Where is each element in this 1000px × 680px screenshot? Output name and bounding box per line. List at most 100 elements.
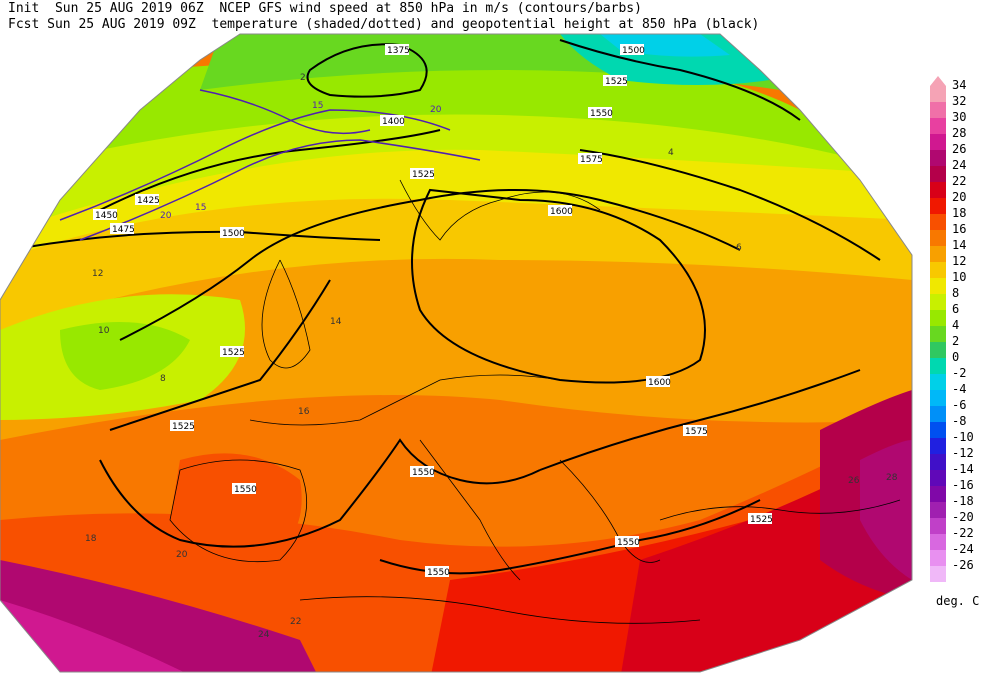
temp-label-12: 12: [92, 269, 103, 279]
temp-label-4: 4: [668, 148, 674, 158]
temp-label-16: 16: [298, 407, 310, 417]
geo-label-1525-sw: 1525: [172, 422, 195, 432]
legend-label: 2: [952, 334, 960, 348]
temp-label-10: 10: [98, 326, 110, 336]
legend-label: 20: [952, 190, 967, 204]
legend-label: 6: [952, 302, 960, 316]
legend-label: -12: [952, 446, 974, 460]
temp-label-24: 24: [258, 630, 270, 640]
legend-swatch: [930, 246, 946, 262]
geo-label-1475: 1475: [112, 225, 135, 235]
legend-units: deg. C: [936, 594, 980, 608]
legend-label: -16: [952, 478, 974, 492]
legend-label: 10: [952, 270, 967, 284]
legend-label: -24: [952, 542, 974, 556]
legend-swatch: [930, 518, 946, 534]
temp-label-26: 26: [848, 476, 860, 486]
legend-label: -2: [952, 366, 967, 380]
geo-label-1525-n: 1525: [412, 170, 435, 180]
legend-swatch: [930, 406, 946, 422]
legend-label: 8: [952, 286, 960, 300]
legend-label: 26: [952, 142, 967, 156]
legend-swatch: [930, 118, 946, 134]
wind-label-20-w: 20: [160, 211, 172, 221]
legend-swatch: [930, 486, 946, 502]
legend-swatch: [930, 86, 946, 102]
legend-label: -14: [952, 462, 974, 476]
wind-label-15: 15: [312, 101, 323, 111]
wind-label-20: 20: [430, 105, 442, 115]
legend-label: 0: [952, 350, 960, 364]
geo-label-1550-se: 1550: [617, 538, 640, 548]
legend-swatch: [930, 358, 946, 374]
contour-labels: 1375 1500 1525 1550 1575 1600 1400 1525 …: [85, 44, 898, 640]
geo-label-1550-c: 1550: [412, 468, 435, 478]
init-header: Init Sun 25 AUG 2019 06Z NCEP GFS wind s…: [8, 1, 642, 16]
geo-label-1550-s: 1550: [427, 568, 450, 578]
legend-swatch: [930, 470, 946, 486]
geo-label-1525-se: 1525: [750, 515, 773, 525]
legend-label: 28: [952, 126, 967, 140]
geopotential-contours: [9, 39, 881, 575]
legend-swatch: [930, 310, 946, 326]
legend-label: -6: [952, 398, 967, 412]
legend-swatch: [930, 550, 946, 566]
temp-label-22: 22: [290, 617, 301, 627]
wind-label-15-w: 15: [195, 203, 206, 213]
geo-label-1500-w: 1500: [222, 229, 245, 239]
geo-label-1525-ne: 1525: [605, 77, 628, 87]
legend-swatch: [930, 422, 946, 438]
temp-label-6: 6: [736, 243, 742, 253]
temp-label-18: 18: [85, 534, 97, 544]
legend-label: 14: [952, 238, 967, 252]
geo-label-1375: 1375: [387, 46, 410, 56]
legend-swatch: [930, 534, 946, 550]
legend-swatch: [930, 502, 946, 518]
legend-label: -22: [952, 526, 974, 540]
legend-label: 34: [952, 78, 967, 92]
legend-label: 30: [952, 110, 967, 124]
geo-label-1575-n: 1575: [580, 155, 603, 165]
temp-label-28: 28: [886, 473, 898, 483]
temp-label-14: 14: [330, 317, 342, 327]
legend-swatch: [930, 278, 946, 294]
temp-label-20: 20: [176, 550, 188, 560]
geo-label-1550-n: 1550: [590, 109, 613, 119]
legend-swatch: [930, 566, 946, 582]
legend-swatch: [930, 390, 946, 406]
legend-swatch: [930, 374, 946, 390]
legend-swatch: [930, 294, 946, 310]
legend-label: -4: [952, 382, 967, 396]
legend-swatch: [930, 102, 946, 118]
legend-swatch: [930, 182, 946, 198]
geo-label-1525-w: 1525: [222, 348, 245, 358]
wind-contours: [59, 89, 481, 241]
legend-label: 22: [952, 174, 967, 188]
legend-label: -8: [952, 414, 967, 428]
legend-label: -18: [952, 494, 974, 508]
geo-label-1500-ne: 1500: [622, 46, 645, 56]
map-frame: [0, 33, 913, 673]
legend-label: -10: [952, 430, 974, 444]
geo-label-1600-n: 1600: [550, 207, 573, 217]
legend-label: 18: [952, 206, 967, 220]
temp-label-2: 2: [300, 73, 306, 83]
coastlines: [169, 179, 901, 624]
legend-label: 16: [952, 222, 967, 236]
legend-swatch: [930, 150, 946, 166]
legend-swatch: [930, 262, 946, 278]
legend-swatch: [930, 454, 946, 470]
legend-swatch: [930, 134, 946, 150]
geo-label-1425: 1425: [137, 196, 160, 206]
legend-swatch: [930, 214, 946, 230]
legend-label: 24: [952, 158, 967, 172]
legend-label: 32: [952, 94, 967, 108]
forecast-header: Fcst Sun 25 AUG 2019 09Z temperature (sh…: [8, 17, 760, 32]
legend-swatch: [930, 326, 946, 342]
legend-label: 4: [952, 318, 960, 332]
geo-label-1400: 1400: [382, 117, 405, 127]
legend-arrow-top-icon: [930, 76, 946, 86]
geo-label-1450: 1450: [95, 211, 118, 221]
